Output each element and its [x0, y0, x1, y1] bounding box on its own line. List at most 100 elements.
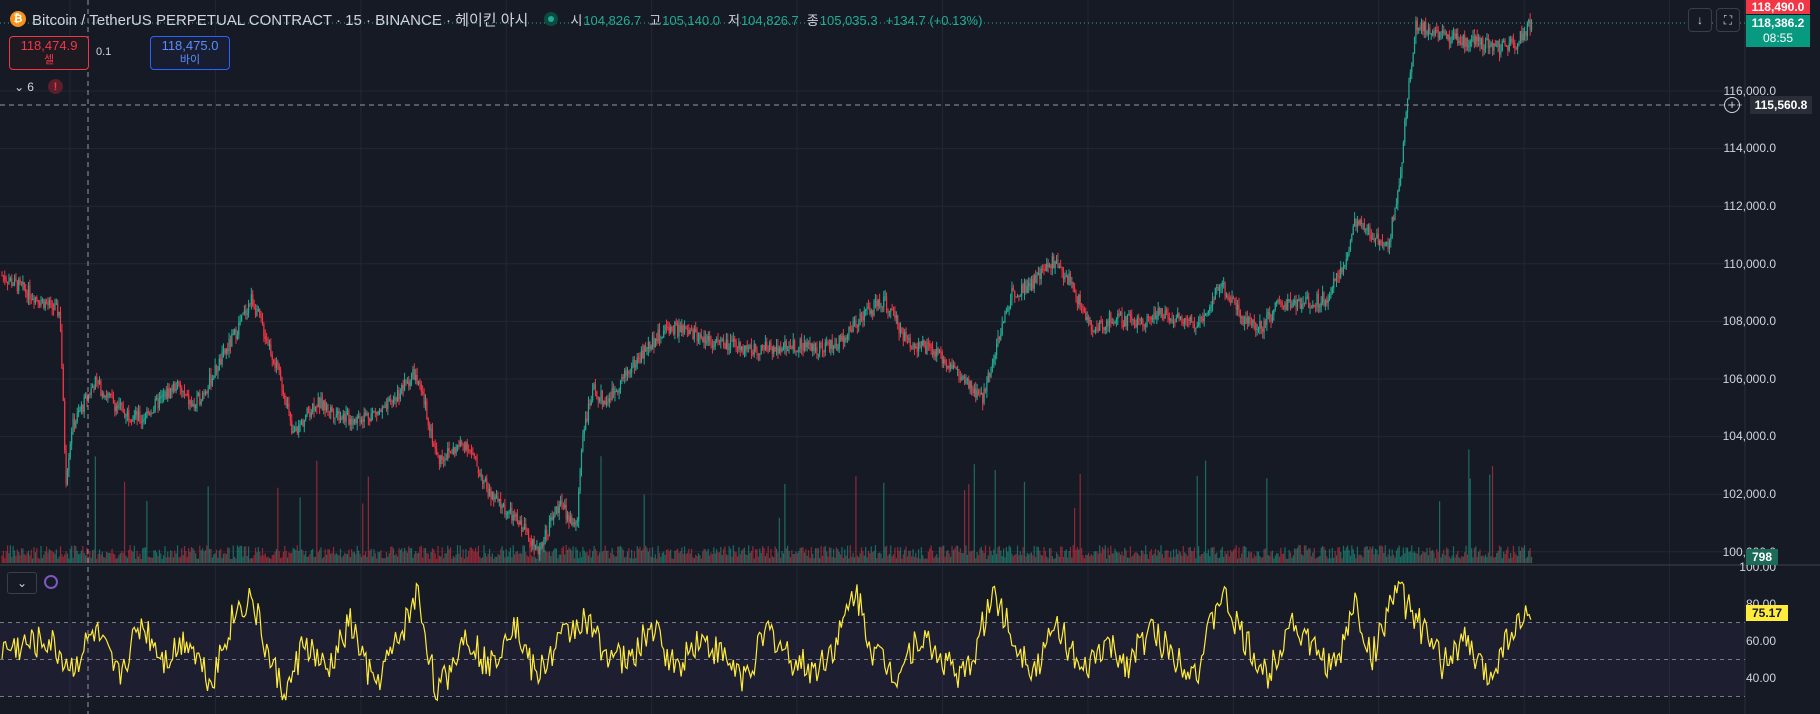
candle-body	[1164, 310, 1166, 318]
volume-bar	[973, 464, 975, 563]
symbol-title[interactable]: Bitcoin / TetherUS PERPETUAL CONTRACT · …	[32, 11, 529, 29]
candle-body	[509, 508, 512, 512]
rsi-indicator-icon[interactable]	[44, 575, 58, 589]
volume-bar	[745, 554, 747, 563]
rsi-collapse-button[interactable]: ⌄	[7, 572, 37, 594]
candle-body	[1170, 319, 1172, 321]
candle-body	[1050, 265, 1052, 269]
candle-body	[140, 421, 142, 423]
candle-body	[477, 466, 480, 473]
buy-button[interactable]: 118,475.0 바이	[150, 36, 230, 70]
volume-bar	[254, 547, 257, 563]
volume-bar	[282, 552, 284, 563]
volume-bar	[188, 548, 190, 563]
volume-bar	[275, 549, 278, 563]
candle-body	[1193, 323, 1196, 329]
volume-bar	[536, 558, 538, 563]
volume-bar	[497, 553, 499, 563]
candle-body	[458, 445, 460, 447]
candle-body	[1032, 279, 1034, 289]
market-status-icon[interactable]	[544, 12, 559, 26]
volume-bar	[983, 552, 985, 563]
candle-body	[589, 403, 591, 406]
volume-bar	[532, 556, 534, 563]
volume-bar	[1445, 547, 1448, 563]
candle-body	[273, 359, 275, 364]
price-tick: 106,000.0	[1722, 372, 1776, 386]
volume-bar	[47, 552, 49, 563]
candle-body	[802, 349, 804, 351]
candle-body	[564, 504, 566, 508]
candle-body	[1381, 240, 1384, 246]
candle-body	[286, 403, 289, 406]
add-alert-plus-icon[interactable]: +	[1724, 97, 1740, 113]
candle-body	[1138, 317, 1140, 319]
arrow-down-icon[interactable]: ↓	[1688, 8, 1712, 32]
candle-body	[1069, 273, 1072, 283]
volume-bar	[1126, 557, 1129, 563]
volume-bar	[1259, 555, 1261, 563]
volume-bar	[1301, 554, 1303, 563]
volume-bar	[757, 556, 760, 563]
candle-body	[52, 308, 55, 311]
candle-body	[919, 341, 921, 347]
candle-body	[410, 375, 413, 381]
candle-body	[1525, 31, 1527, 37]
volume-bar	[1461, 555, 1463, 563]
fullscreen-icon[interactable]: ⛶	[1716, 8, 1740, 32]
volume-bar	[119, 553, 122, 563]
volume-bar	[1390, 556, 1392, 563]
candle-body	[657, 329, 659, 342]
sell-button[interactable]: 118,474.9 셀	[9, 36, 89, 70]
candle-body	[1340, 267, 1342, 278]
candle-body	[220, 358, 222, 365]
candle-body	[1362, 223, 1364, 225]
candle-body	[1107, 320, 1109, 326]
volume-bar	[950, 556, 952, 563]
candle-body	[193, 403, 195, 409]
volume-bar	[826, 551, 828, 563]
volume-bar	[511, 557, 513, 563]
indicators-toggle-button[interactable]: ⌄ 6	[9, 77, 39, 97]
volume-bar	[1115, 551, 1118, 563]
alert-icon[interactable]: !	[48, 79, 63, 94]
candle-body	[1186, 319, 1189, 321]
candle-body	[1409, 72, 1411, 82]
candle-body	[107, 393, 109, 398]
volume-bar	[578, 558, 580, 563]
candle-body	[146, 411, 148, 419]
candle-body	[25, 288, 27, 293]
candle-body	[1036, 275, 1038, 283]
volume-bar	[1053, 558, 1055, 563]
candle-body	[805, 342, 807, 348]
candle-body	[587, 403, 590, 422]
volume-bar	[93, 549, 95, 563]
candle-body	[1108, 312, 1111, 326]
candle-body	[1021, 284, 1023, 296]
candle-body	[1271, 314, 1274, 322]
candle-body	[1413, 36, 1416, 54]
candle-body	[41, 299, 43, 302]
candle-body	[958, 369, 960, 378]
volume-bar	[1377, 554, 1379, 563]
candle-body	[1064, 276, 1066, 280]
volume-bar	[621, 547, 623, 563]
volume-bar	[430, 551, 432, 563]
candle-body	[1326, 300, 1328, 304]
volume-bar	[1152, 555, 1154, 563]
volume-bar	[390, 546, 392, 563]
candle-body	[1402, 142, 1404, 163]
volume-bar	[774, 546, 776, 563]
volume-bar	[936, 554, 938, 563]
candle-body	[775, 345, 778, 352]
volume-bar	[600, 456, 602, 563]
candle-body	[1451, 35, 1453, 43]
volume-bar	[849, 545, 851, 563]
candle-body	[469, 450, 471, 452]
candle-body	[911, 347, 913, 349]
volume-bar	[1493, 557, 1495, 563]
candle-body	[579, 469, 581, 492]
volume-bar	[1379, 545, 1381, 563]
candle-body	[445, 458, 447, 460]
